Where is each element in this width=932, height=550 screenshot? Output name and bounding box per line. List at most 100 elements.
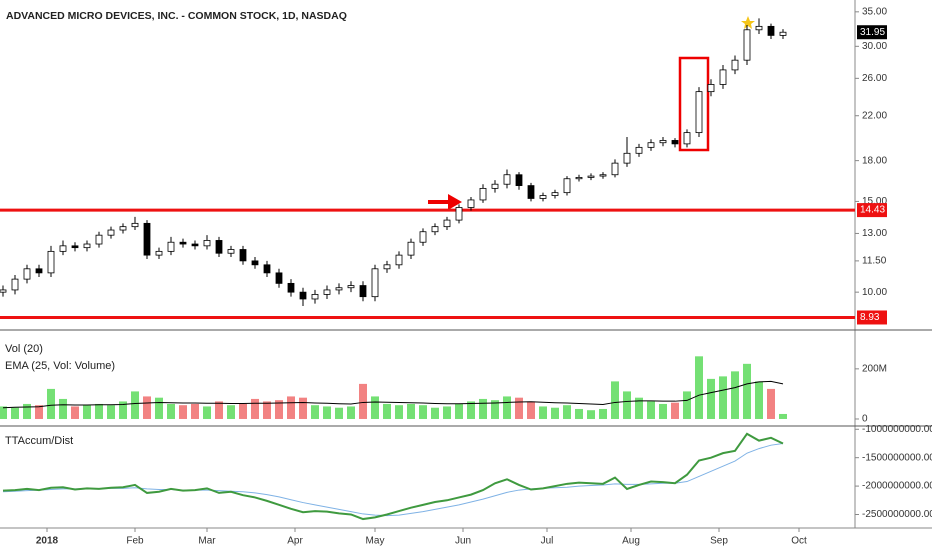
candle-body: [11, 278, 19, 291]
volume-bar: [191, 403, 199, 419]
candle-body: [407, 241, 415, 256]
volume-bar: [575, 408, 583, 419]
candle-body: [347, 285, 355, 289]
candle-body: [755, 25, 763, 31]
candle-body: [419, 231, 427, 243]
candle-body: [239, 249, 247, 262]
volume-bar: [743, 363, 751, 419]
volume-bar: [59, 398, 67, 419]
volume-bar: [767, 388, 775, 419]
volume-bar: [455, 403, 463, 419]
volume-bar: [611, 381, 619, 419]
volume-bar: [215, 401, 223, 419]
volume-bar: [263, 401, 271, 419]
volume-bar: [239, 403, 247, 419]
candle-body: [95, 234, 103, 245]
ema-line: [2, 380, 784, 409]
volume-bar: [419, 405, 427, 419]
volume-bar: [167, 403, 175, 419]
volume-bar: [671, 402, 679, 419]
x-tick-label: Feb: [126, 536, 144, 547]
volume-bar: [155, 397, 163, 419]
x-tick-label: Sep: [710, 536, 728, 547]
y-tick-label: -2500000000.0000: [862, 509, 932, 520]
candle-body: [263, 264, 271, 274]
candle-body: [275, 272, 283, 284]
y-tick-label: 35.00: [862, 6, 887, 17]
volume-bar: [599, 408, 607, 419]
volume-bar: [35, 405, 43, 419]
x-tick-label: May: [366, 536, 385, 547]
volume-bar: [299, 397, 307, 419]
volume-bar: [563, 405, 571, 419]
candle-body: [683, 132, 691, 145]
candle-body: [767, 25, 775, 36]
candle-body: [431, 226, 439, 233]
series-line: [2, 442, 784, 517]
volume-bar: [71, 406, 79, 419]
candle-body: [491, 183, 499, 189]
candle-body: [23, 268, 31, 280]
chart-title: ADVANCED MICRO DEVICES, INC. - COMMON ST…: [6, 10, 347, 22]
volume-bar: [683, 391, 691, 419]
candle-body: [659, 140, 667, 144]
candle-body: [443, 219, 451, 228]
volume-bar: [95, 403, 103, 419]
volume-bar: [491, 400, 499, 419]
candle-body: [287, 282, 295, 293]
volume-bar: [395, 405, 403, 419]
arrow-head: [448, 194, 462, 210]
y-tick-label: 18.00: [862, 155, 887, 166]
volume-bar: [119, 401, 127, 419]
candle-body: [743, 29, 751, 61]
volume-bar: [659, 403, 667, 419]
candle-body: [467, 199, 475, 208]
volume-bar: [503, 396, 511, 419]
candle-body: [131, 222, 139, 228]
volume-bar: [407, 403, 415, 419]
candle-body: [551, 192, 559, 196]
volume-bar: [323, 406, 331, 419]
volume-bar: [47, 388, 55, 419]
volume-bar: [383, 403, 391, 419]
candle-body: [671, 140, 679, 145]
x-tick-label: Mar: [198, 536, 216, 547]
y-tick-label: 30.00: [862, 41, 887, 52]
candle-body: [563, 178, 571, 194]
volume-bar: [23, 403, 31, 419]
volume-bar: [11, 407, 19, 419]
candle-body: [299, 291, 307, 300]
candle-body: [359, 285, 367, 298]
y-tick-label: 26.00: [862, 73, 887, 84]
candle-body: [167, 241, 175, 252]
y-tick-label: 22.00: [862, 110, 887, 121]
volume-bar: [527, 401, 535, 419]
volume-bar: [479, 398, 487, 419]
candle-body: [47, 250, 55, 274]
candle-body: [119, 226, 127, 231]
y-tick-label: -1500000000.0000: [862, 452, 932, 463]
candle-body: [599, 174, 607, 177]
volume-bar: [467, 401, 475, 419]
candle-body: [71, 245, 79, 249]
volume-bar: [695, 356, 703, 419]
highlight-box: [678, 56, 710, 152]
y-tick-label: -1000000000.0000: [862, 424, 932, 435]
candle-body: [611, 162, 619, 176]
last-price-label: 31.95: [860, 27, 885, 38]
volume-bar: [515, 397, 523, 419]
y-tick-label: -2000000000.0000: [862, 481, 932, 492]
y-tick-label: 11.50: [862, 256, 887, 267]
volume-bar: [335, 407, 343, 419]
volume-bar: [779, 413, 787, 419]
series-line: [2, 432, 784, 521]
last-price-box: [857, 25, 887, 40]
candle-body: [779, 31, 787, 36]
y-tick-label: 10.00: [862, 287, 887, 298]
candle-body: [503, 174, 511, 185]
candle-body: [227, 249, 235, 254]
level-label-box: [857, 310, 887, 325]
volume-bar: [275, 400, 283, 419]
level-label-box: [857, 203, 887, 218]
candle-body: [0, 289, 7, 293]
